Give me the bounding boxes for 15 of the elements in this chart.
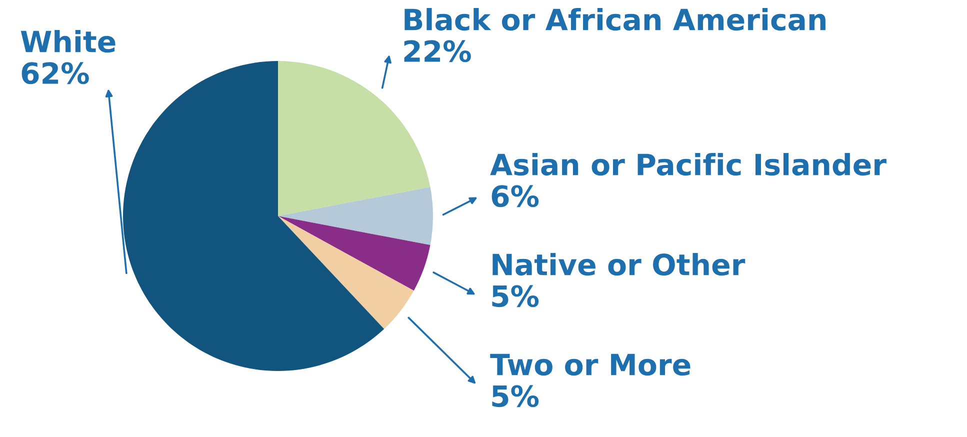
slice-label: Black or African American: [404, 8, 826, 31]
data-label: 5%: [492, 385, 539, 408]
slice-label: Asian or Pacific Islander: [490, 153, 886, 176]
pie-slice: [278, 186, 433, 246]
pie-slice: [278, 61, 430, 216]
data-label: 62%: [22, 62, 89, 84]
slice-label: Native or Other: [492, 253, 746, 276]
data-label: 6%: [492, 185, 539, 208]
slice-label: White: [20, 30, 116, 53]
slice-label: Two or More: [490, 354, 690, 376]
pie-slice: [278, 216, 414, 329]
data-label: 22%: [404, 40, 471, 62]
pie-slice: [278, 216, 430, 291]
pie-slice: [123, 61, 384, 371]
data-label: 5%: [492, 285, 539, 308]
